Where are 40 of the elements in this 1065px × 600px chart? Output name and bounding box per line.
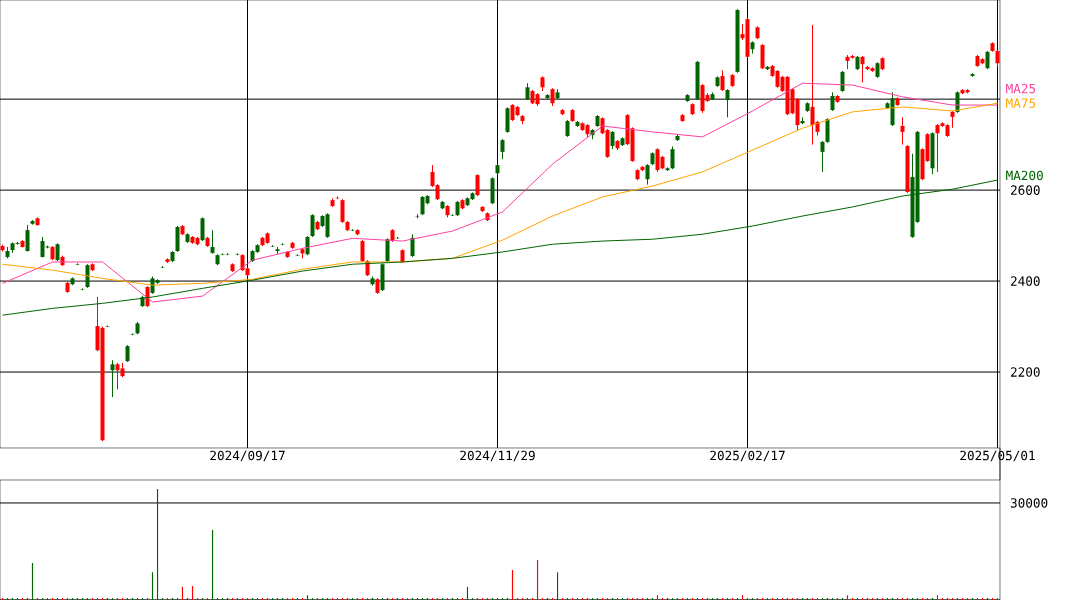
candlestick — [500, 138, 505, 160]
y-tick-label: 2600 — [1010, 185, 1040, 195]
candlestick — [760, 43, 765, 70]
candlestick — [310, 213, 315, 238]
candlestick — [825, 117, 830, 144]
candlestick — [840, 70, 845, 93]
candlestick — [860, 55, 865, 83]
candlestick — [830, 91, 835, 112]
candlestick — [725, 88, 730, 118]
candlestick — [340, 198, 345, 224]
candlestick — [820, 140, 825, 173]
candlestick — [610, 130, 615, 150]
line-series — [2, 82, 998, 303]
candlestick — [305, 235, 310, 256]
candlestick — [410, 233, 415, 258]
series-label: MA200 — [1006, 170, 1043, 181]
candlestick — [645, 163, 650, 186]
candlestick — [935, 123, 940, 173]
x-tick-label: 2025/02/17 — [710, 450, 785, 462]
candlestick — [985, 50, 990, 70]
candlestick — [475, 173, 480, 197]
x-tick-label: 2025/05/01 — [960, 450, 1035, 462]
candlestick — [810, 24, 815, 146]
candlestick — [900, 116, 905, 146]
candlestick — [325, 212, 330, 239]
candlestick — [720, 70, 725, 92]
candlestick — [670, 145, 675, 170]
y-tick-label: 2400 — [1010, 276, 1040, 286]
x-tick-label: 2024/11/29 — [460, 450, 535, 462]
series-label: MA25 — [1006, 83, 1036, 94]
candlestick — [110, 359, 115, 398]
y-tick-label: 2200 — [1010, 367, 1040, 377]
x-tick-label: 2024/09/17 — [210, 450, 285, 462]
series-label: MA75 — [1006, 98, 1036, 108]
candlestick — [505, 106, 510, 134]
candlestick — [200, 216, 205, 242]
candlestick — [25, 224, 30, 253]
candlestick — [210, 229, 215, 255]
candlestick — [385, 237, 390, 263]
y-tick-label: 30000 — [1010, 498, 1048, 508]
